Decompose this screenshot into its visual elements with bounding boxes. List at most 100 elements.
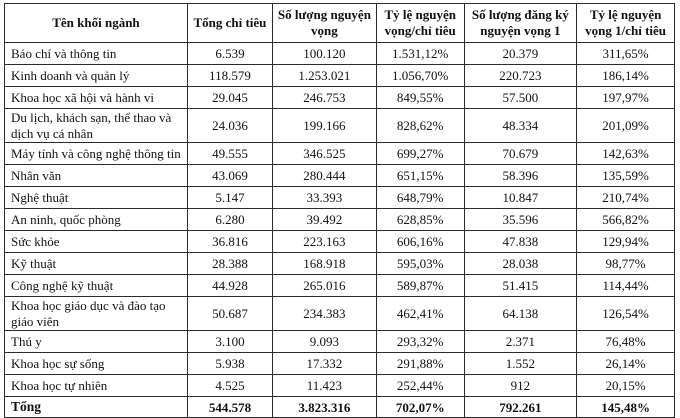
total-cell-value: 3.823.316 xyxy=(271,396,377,418)
row-label: Công nghệ kỹ thuật xyxy=(4,274,188,298)
cell-value: 168.918 xyxy=(271,252,377,276)
total-cell-value: 702,07% xyxy=(375,396,465,418)
cell-value: 47.838 xyxy=(463,230,578,254)
cell-value: 462,41% xyxy=(375,296,465,332)
table-row: Du lịch, khách sạn, thể thao và dịch vụ … xyxy=(4,107,675,144)
cell-value: 10.847 xyxy=(463,186,578,210)
cell-value: 114,44% xyxy=(576,274,675,298)
row-label: Khoa học giáo dục và đào tạo giáo viên xyxy=(4,296,188,332)
row-label: Thú y xyxy=(4,330,188,354)
cell-value: 912 xyxy=(463,374,578,398)
table-row: Máy tính và công nghệ thông tin 49.555 3… xyxy=(4,142,675,166)
cell-value: 17.332 xyxy=(271,352,377,376)
cell-value: 699,27% xyxy=(375,142,465,166)
table-row: Khoa học xã hội và hành vi 29.045 246.75… xyxy=(4,86,675,109)
table-row: Thú y 3.100 9.093 293,32% 2.371 76,48% xyxy=(4,330,675,354)
cell-value: 36.816 xyxy=(186,230,273,254)
cell-value: 3.100 xyxy=(186,330,273,354)
column-header-ten-khoi-nganh: Tên khối ngành xyxy=(4,3,188,43)
table-row: Kinh doanh và quản lý 118.579 1.253.021 … xyxy=(4,64,675,87)
cell-value: 44.928 xyxy=(186,274,273,298)
cell-value: 849,55% xyxy=(375,86,465,109)
cell-value: 197,97% xyxy=(576,86,675,109)
cell-value: 20.379 xyxy=(463,42,578,65)
row-label: Du lịch, khách sạn, thể thao và dịch vụ … xyxy=(4,107,188,144)
table-row: Báo chí và thông tin 6.539 100.120 1.531… xyxy=(4,42,675,65)
cell-value: 70.679 xyxy=(463,142,578,166)
cell-value: 57.500 xyxy=(463,86,578,109)
row-label: Khoa học xã hội và hành vi xyxy=(4,86,188,109)
table-row: An ninh, quốc phòng 6.280 39.492 628,85%… xyxy=(4,208,675,232)
column-header-so-luong-nguyen-vong: Số lượng nguyện vọng xyxy=(271,3,377,43)
cell-value: 98,77% xyxy=(576,252,675,276)
cell-value: 26,14% xyxy=(576,352,675,376)
column-header-so-luong-dang-ky-nv1: Số lượng đăng ký nguyện vọng 1 xyxy=(463,3,578,43)
cell-value: 1.552 xyxy=(463,352,578,376)
cell-value: 186,14% xyxy=(576,64,675,87)
cell-value: 291,88% xyxy=(375,352,465,376)
cell-value: 100.120 xyxy=(271,42,377,65)
cell-value: 293,32% xyxy=(375,330,465,354)
table-row: Nhân văn 43.069 280.444 651,15% 58.396 1… xyxy=(4,164,675,188)
cell-value: 346.525 xyxy=(271,142,377,166)
row-label: Khoa học tự nhiên xyxy=(4,374,188,398)
row-label: Kỹ thuật xyxy=(4,252,188,276)
cell-value: 220.723 xyxy=(463,64,578,87)
cell-value: 606,16% xyxy=(375,230,465,254)
cell-value: 1.531,12% xyxy=(375,42,465,65)
cell-value: 1.056,70% xyxy=(375,64,465,87)
table-row: Kỹ thuật 28.388 168.918 595,03% 28.038 9… xyxy=(4,252,675,276)
row-label: Sức khỏe xyxy=(4,230,188,254)
cell-value: 201,09% xyxy=(576,107,675,144)
row-label: Nghệ thuật xyxy=(4,186,188,210)
cell-value: 566,82% xyxy=(576,208,675,232)
cell-value: 58.396 xyxy=(463,164,578,188)
cell-value: 126,54% xyxy=(576,296,675,332)
cell-value: 648,79% xyxy=(375,186,465,210)
cell-value: 28.038 xyxy=(463,252,578,276)
cell-value: 35.596 xyxy=(463,208,578,232)
cell-value: 9.093 xyxy=(271,330,377,354)
cell-value: 210,74% xyxy=(576,186,675,210)
total-row-label: Tổng xyxy=(4,396,188,418)
table-row: Nghệ thuật 5.147 33.393 648,79% 10.847 2… xyxy=(4,186,675,210)
cell-value: 64.138 xyxy=(463,296,578,332)
table-header-row: Tên khối ngành Tổng chỉ tiêu Số lượng ng… xyxy=(4,3,675,43)
cell-value: 828,62% xyxy=(375,107,465,144)
column-header-tong-chi-tieu: Tổng chỉ tiêu xyxy=(186,3,273,43)
row-label: Khoa học sự sống xyxy=(4,352,188,376)
column-header-ty-le-nv1-chi-tieu: Tỷ lệ nguyện vọng 1/chỉ tiêu xyxy=(576,3,675,43)
cell-value: 265.016 xyxy=(271,274,377,298)
row-label: Nhân văn xyxy=(4,164,188,188)
cell-value: 234.383 xyxy=(271,296,377,332)
cell-value: 589,87% xyxy=(375,274,465,298)
cell-value: 280.444 xyxy=(271,164,377,188)
cell-value: 628,85% xyxy=(375,208,465,232)
cell-value: 39.492 xyxy=(271,208,377,232)
admission-statistics-table: Tên khối ngành Tổng chỉ tiêu Số lượng ng… xyxy=(4,3,675,418)
cell-value: 135,59% xyxy=(576,164,675,188)
cell-value: 5.938 xyxy=(186,352,273,376)
table-row: Công nghệ kỹ thuật 44.928 265.016 589,87… xyxy=(4,274,675,298)
cell-value: 50.687 xyxy=(186,296,273,332)
cell-value: 2.371 xyxy=(463,330,578,354)
cell-value: 311,65% xyxy=(576,42,675,65)
cell-value: 24.036 xyxy=(186,107,273,144)
cell-value: 199.166 xyxy=(271,107,377,144)
cell-value: 223.163 xyxy=(271,230,377,254)
cell-value: 252,44% xyxy=(375,374,465,398)
total-cell-value: 145,48% xyxy=(576,396,675,418)
table-row: Sức khỏe 36.816 223.163 606,16% 47.838 1… xyxy=(4,230,675,254)
cell-value: 48.334 xyxy=(463,107,578,144)
cell-value: 142,63% xyxy=(576,142,675,166)
total-cell-value: 792.261 xyxy=(463,396,578,418)
cell-value: 129,94% xyxy=(576,230,675,254)
table-row: Khoa học tự nhiên 4.525 11.423 252,44% 9… xyxy=(4,374,675,398)
column-header-ty-le-nguyen-vong-chi-tieu: Tỷ lệ nguyện vọng/chỉ tiêu xyxy=(375,3,465,43)
row-label: Kinh doanh và quản lý xyxy=(4,64,188,87)
table-row: Khoa học sự sống 5.938 17.332 291,88% 1.… xyxy=(4,352,675,376)
cell-value: 595,03% xyxy=(375,252,465,276)
cell-value: 6.280 xyxy=(186,208,273,232)
cell-value: 4.525 xyxy=(186,374,273,398)
cell-value: 11.423 xyxy=(271,374,377,398)
